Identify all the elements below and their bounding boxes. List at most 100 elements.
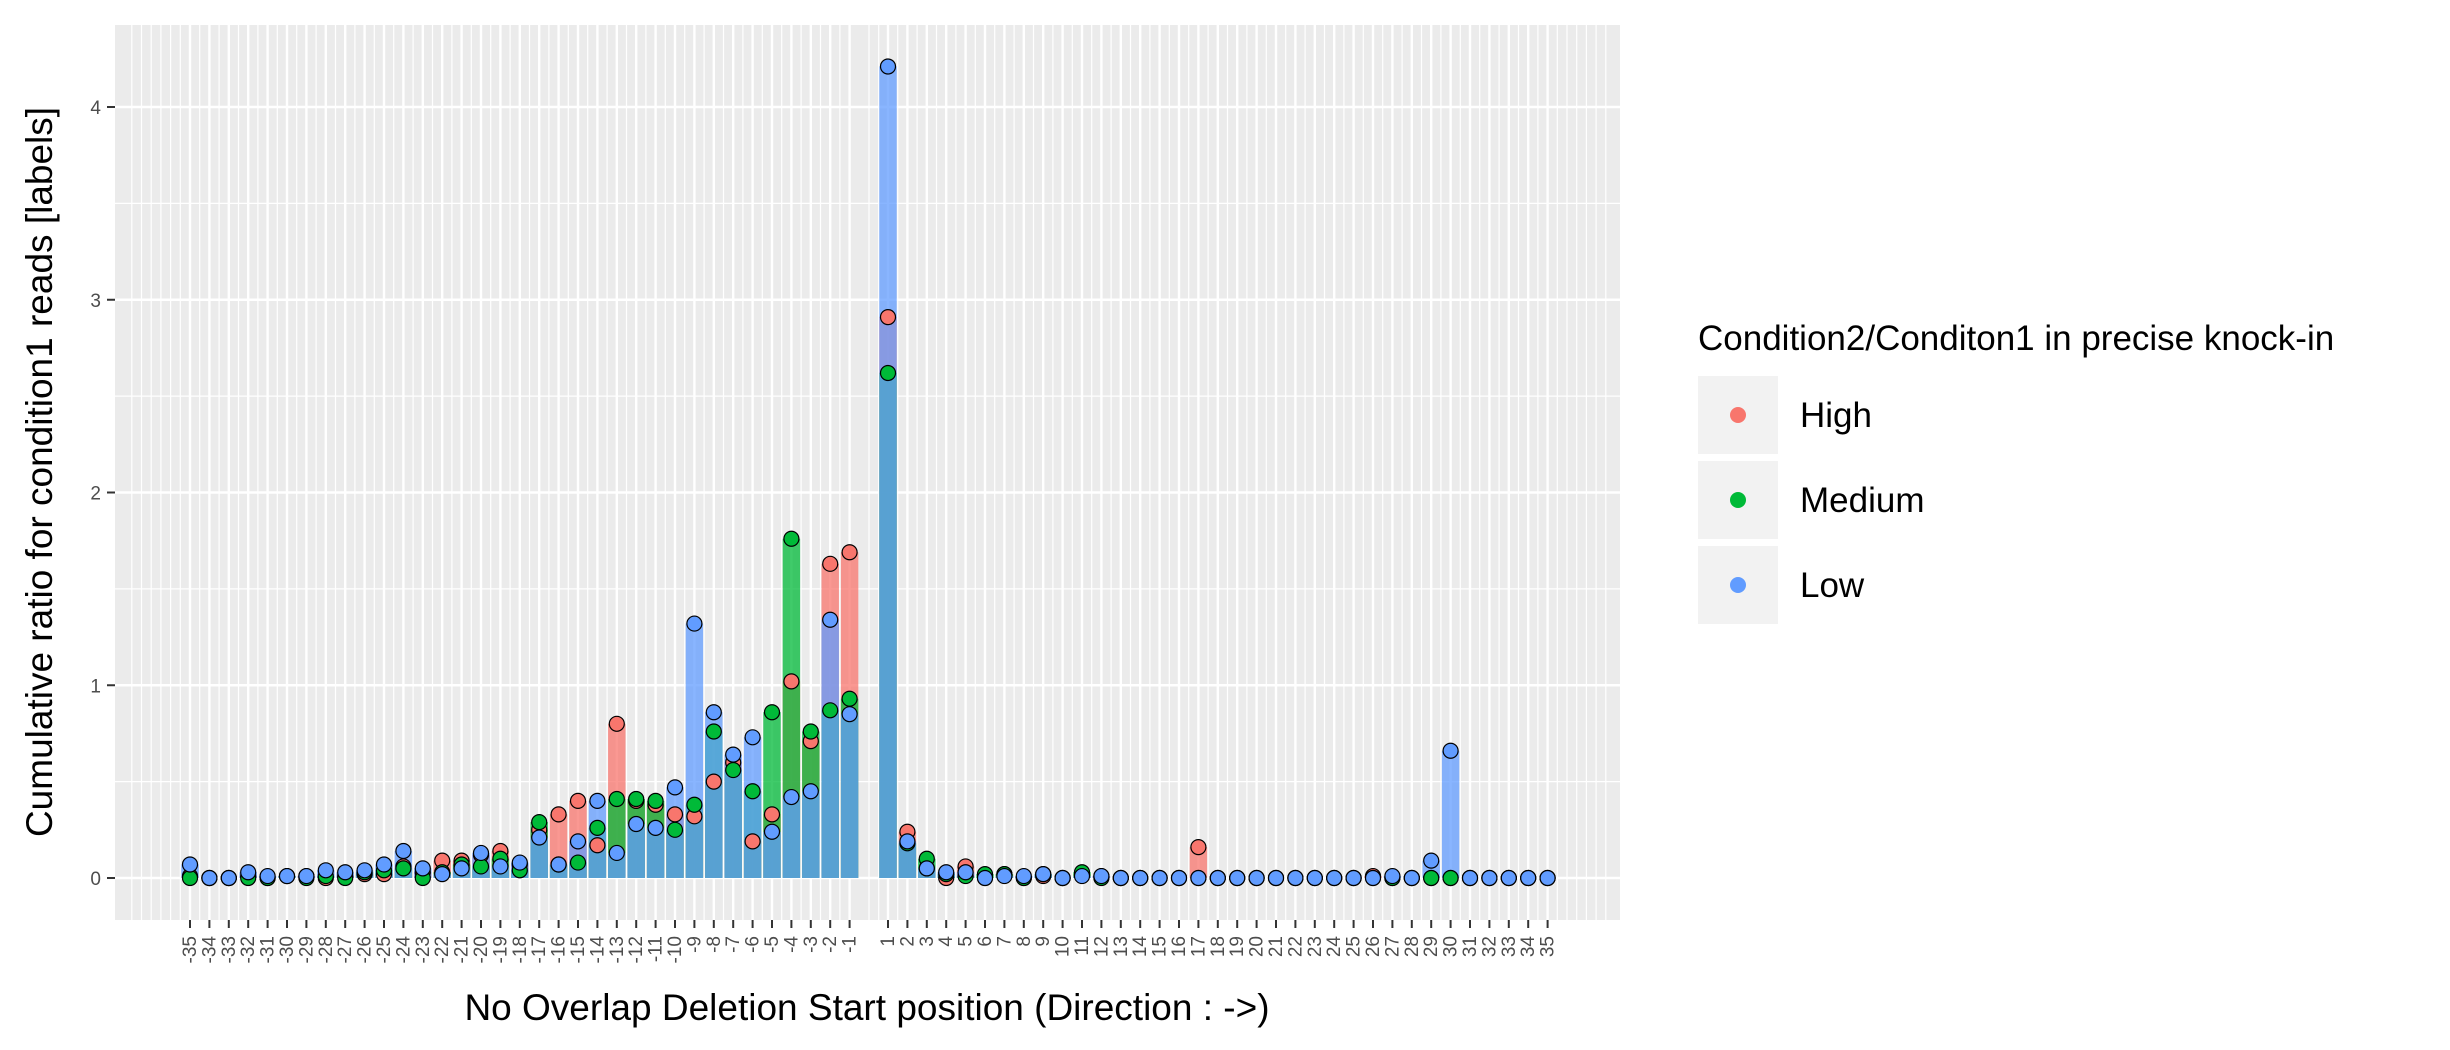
bar-low bbox=[743, 737, 762, 878]
bar-low bbox=[1441, 750, 1460, 878]
bar-low bbox=[879, 66, 897, 878]
point-medium bbox=[589, 819, 606, 836]
point-low bbox=[1500, 869, 1517, 887]
points bbox=[181, 58, 1556, 887]
point-low bbox=[278, 867, 296, 885]
point-low bbox=[1209, 869, 1226, 887]
y-axis: 0 1 2 3 4 bbox=[90, 98, 115, 890]
legend-title: Condition2/Conditon1 in precise knock-in bbox=[1698, 319, 2334, 358]
x-tick-label: 19 bbox=[1227, 936, 1248, 957]
bar-low bbox=[821, 619, 839, 878]
x-tick-label: 14 bbox=[1130, 936, 1151, 958]
x-tick-label: 16 bbox=[1169, 936, 1190, 957]
y-tick-label: 1 bbox=[90, 676, 101, 697]
x-tick-label: -22 bbox=[432, 936, 453, 963]
point-low bbox=[1384, 867, 1401, 885]
point-medium bbox=[725, 761, 742, 779]
x-tick-label: 4 bbox=[936, 936, 957, 947]
point-high bbox=[879, 308, 897, 326]
x-tick-label: -30 bbox=[277, 936, 298, 963]
x-tick-label: 5 bbox=[956, 936, 977, 947]
point-medium bbox=[666, 821, 684, 838]
x-tick-label: -24 bbox=[393, 936, 414, 964]
x-tick-label: 24 bbox=[1324, 936, 1345, 958]
x-tick-label: -23 bbox=[413, 936, 434, 963]
point-low bbox=[337, 864, 354, 881]
x-tick-label: -4 bbox=[781, 936, 802, 953]
x-tick-label: 6 bbox=[975, 936, 996, 947]
x-tick-label: 11 bbox=[1072, 936, 1093, 956]
point-low bbox=[589, 792, 606, 810]
x-tick-label: 10 bbox=[1053, 936, 1074, 957]
point-low bbox=[220, 869, 237, 887]
x-tick-label: -11 bbox=[646, 936, 667, 962]
x-tick-label: -25 bbox=[374, 936, 395, 963]
point-medium bbox=[472, 858, 490, 875]
point-low bbox=[666, 779, 684, 796]
point-low bbox=[414, 860, 431, 877]
legend-swatch-low bbox=[1730, 577, 1746, 593]
point-high bbox=[589, 837, 606, 854]
x-tick-label: 15 bbox=[1150, 936, 1171, 957]
legend-label-low: Low bbox=[1800, 566, 1865, 605]
x-tick-label: -34 bbox=[199, 936, 220, 964]
point-medium bbox=[879, 364, 897, 382]
x-tick-label: 26 bbox=[1363, 936, 1384, 957]
x-tick-label: -32 bbox=[238, 936, 259, 963]
point-low bbox=[1364, 869, 1382, 887]
point-medium bbox=[841, 690, 858, 707]
point-high bbox=[783, 673, 800, 690]
point-low bbox=[1015, 867, 1032, 885]
point-medium bbox=[395, 860, 412, 877]
point-medium bbox=[1442, 869, 1459, 887]
x-tick-label: 18 bbox=[1208, 936, 1229, 957]
x-tick-label: -7 bbox=[723, 936, 744, 953]
x-tick-label: 25 bbox=[1344, 936, 1365, 957]
point-medium bbox=[1423, 869, 1440, 887]
point-low bbox=[472, 844, 490, 862]
x-tick-label: -5 bbox=[762, 936, 783, 953]
x-tick-label: 3 bbox=[917, 936, 938, 947]
point-low bbox=[822, 611, 839, 628]
x-tick-label: -28 bbox=[316, 936, 337, 963]
x-tick-label: -15 bbox=[568, 936, 589, 963]
point-high bbox=[608, 715, 625, 732]
point-low bbox=[996, 867, 1013, 885]
point-high bbox=[744, 833, 761, 850]
point-high bbox=[763, 806, 781, 823]
point-low bbox=[1112, 869, 1129, 887]
bar-low bbox=[763, 831, 781, 878]
point-medium bbox=[181, 869, 199, 887]
x-tick-label: 29 bbox=[1421, 936, 1442, 957]
point-low bbox=[1539, 869, 1556, 887]
x-tick-label: 1 bbox=[878, 936, 899, 947]
point-low bbox=[628, 815, 645, 833]
x-tick-label: -13 bbox=[607, 936, 628, 963]
x-tick-label: -6 bbox=[743, 936, 764, 953]
y-tick-label: 4 bbox=[90, 98, 101, 119]
x-tick-label: -18 bbox=[510, 936, 531, 963]
bar-low bbox=[646, 827, 665, 878]
x-axis-title: No Overlap Deletion Start position (Dire… bbox=[464, 987, 1269, 1028]
legend-swatch-medium bbox=[1730, 492, 1746, 508]
bar-low bbox=[685, 623, 704, 878]
point-low bbox=[1054, 869, 1071, 887]
x-tick-label: 31 bbox=[1460, 936, 1481, 957]
x-tick-label: 7 bbox=[994, 936, 1015, 947]
x-tick-label: -17 bbox=[529, 936, 550, 963]
y-axis-title: Cumulative ratio for condition1 reads [l… bbox=[19, 107, 60, 837]
point-low bbox=[763, 823, 781, 840]
x-tick-label: -14 bbox=[587, 936, 608, 964]
point-low bbox=[1190, 869, 1207, 887]
x-tick-label: -29 bbox=[296, 936, 317, 963]
x-tick-label: -1 bbox=[840, 936, 861, 953]
point-high bbox=[569, 792, 587, 810]
legend-items: High Medium Low bbox=[1698, 376, 1924, 624]
point-low bbox=[298, 867, 315, 885]
point-medium bbox=[686, 796, 703, 813]
y-tick-label: 0 bbox=[90, 869, 101, 890]
legend-label-high: High bbox=[1800, 396, 1872, 435]
point-low bbox=[647, 819, 664, 836]
y-tick-label: 2 bbox=[90, 484, 101, 505]
